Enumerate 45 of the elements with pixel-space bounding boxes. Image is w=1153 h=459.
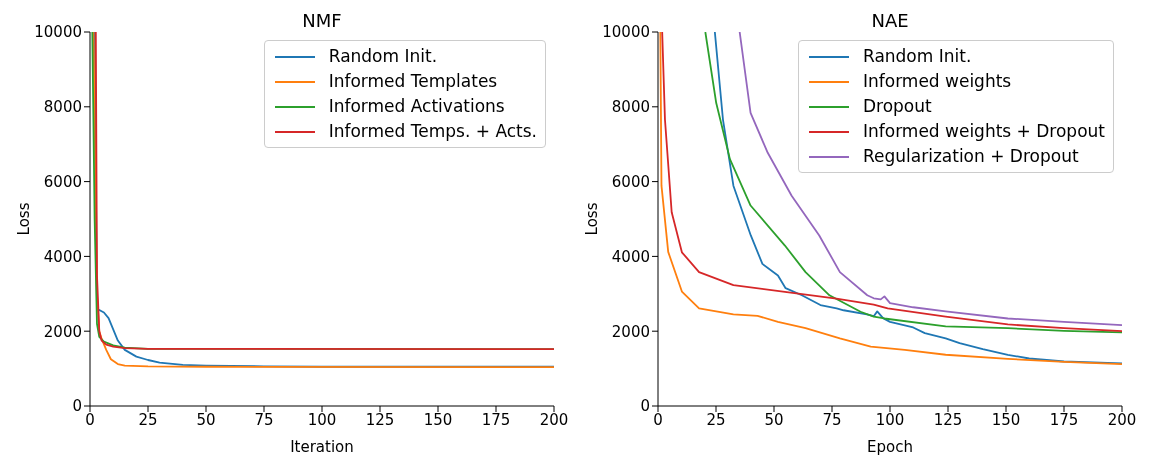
chart-title: NMF [301,10,343,31]
legend-label: Random Init. [328,45,438,68]
x-tick-label: 0 [653,410,663,429]
x-tick-label: 125 [365,410,395,429]
x-axis-title: Iteration [290,438,354,456]
y-tick-label: 2000 [43,322,82,341]
y-tick-label: 4000 [43,247,82,266]
legend-label: Informed weights [862,70,1012,93]
x-tick-label: 50 [196,410,216,429]
x-tick-label: 150 [991,410,1021,429]
x-tick-label: 125 [933,410,963,429]
x-tick-label: 175 [481,410,511,429]
x-tick-label: 200 [539,410,569,429]
y-tick-label: 0 [72,397,82,416]
y-tick-label: 2000 [611,322,650,341]
x-axis-title: Epoch [867,438,913,456]
x-tick-label: 100 [875,410,905,429]
y-axis-title: Loss [583,202,602,236]
x-tick-label: 75 [822,410,842,429]
y-axis-title: Loss [15,202,34,236]
y-tick-label: 8000 [611,98,650,117]
y-tick-label: 8000 [43,98,82,117]
y-tick-label: 6000 [611,172,650,191]
x-tick-label: 150 [423,410,453,429]
x-tick-label: 50 [764,410,784,429]
legend-label: Informed weights + Dropout [862,120,1105,143]
legend-label: Informed Templates [328,70,498,93]
x-tick-label: 75 [254,410,274,429]
x-tick-label: 0 [85,410,95,429]
x-tick-label: 25 [706,410,726,429]
chart-title: NAE [870,10,910,31]
legend-label: Regularization + Dropout [862,145,1079,168]
y-tick-label: 4000 [611,247,650,266]
x-tick-label: 100 [307,410,337,429]
x-tick-label: 175 [1049,410,1079,429]
x-tick-label: 200 [1107,410,1137,429]
y-tick-label: 6000 [43,172,82,191]
legend-label: Informed Activations [328,95,505,118]
x-tick-label: 25 [138,410,158,429]
legend-label: Informed Temps. + Acts. [328,120,537,143]
legend-label: Random Init. [862,45,972,68]
y-tick-label: 10000 [34,23,82,42]
y-tick-label: 10000 [602,23,650,42]
y-tick-label: 0 [640,397,650,416]
legend-label: Dropout [862,95,932,118]
